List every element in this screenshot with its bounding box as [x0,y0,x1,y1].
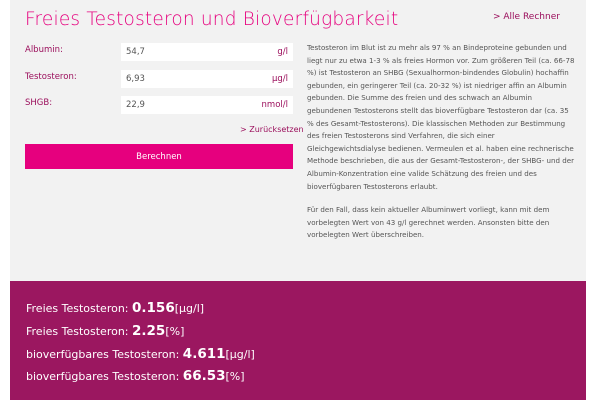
testosterone-label: Testosteron: [25,72,77,82]
shgb-value[interactable]: 22,9 [126,100,145,110]
albumin-row: Albumin: 54,7 g/l [25,43,293,61]
page-title: Freies Testosteron und Bioverfügbarkeit [25,9,399,30]
result-label: bioverfügbares Testosteron: [26,348,183,361]
result-unit: [μg/l] [174,302,205,315]
shgb-label: SHGB: [25,98,53,108]
albumin-value[interactable]: 54,7 [126,47,145,57]
result-value: 2.25 [132,323,166,339]
testosterone-row: Testosteron: 6,93 μg/l [25,70,293,88]
result-free-testosterone-abs: Freies Testosteron: 0.156[μg/l] [26,300,204,316]
result-unit: [%] [165,325,185,338]
result-value: 0.156 [132,300,175,316]
calculate-button[interactable]: Berechnen [25,144,293,169]
description-paragraph-1: Testosteron im Blut ist zu mehr als 97 %… [307,43,575,191]
result-bioavailable-testosterone-abs: bioverfügbares Testosteron: 4.611[μg/l] [26,346,255,362]
albumin-input[interactable]: 54,7 g/l [121,43,293,61]
result-value: 4.611 [182,346,226,362]
testosterone-value[interactable]: 6,93 [126,74,145,84]
calculator-panel [10,0,586,281]
results-panel: Freies Testosteron: 0.156[μg/l] Freies T… [10,281,586,400]
albumin-unit: g/l [277,47,288,57]
testosterone-input[interactable]: 6,93 μg/l [121,70,293,88]
result-bioavailable-testosterone-pct: bioverfügbares Testosteron: 66.53[%] [26,368,245,384]
result-label: bioverfügbares Testosteron: [26,370,183,383]
result-unit: [%] [225,370,245,383]
shgb-row: SHGB: 22,9 nmol/l [25,96,293,114]
description-text: Testosteron im Blut ist zu mehr als 97 %… [307,42,575,253]
shgb-unit: nmol/l [261,100,288,110]
all-calculators-link[interactable]: > Alle Rechner [493,12,560,22]
albumin-label: Albumin: [25,45,63,55]
result-value: 66.53 [182,368,226,384]
reset-link[interactable]: > Zurücksetzen [240,125,304,134]
description-paragraph-2: Für den Fall, dass kein aktueller Albumi… [307,205,550,240]
result-unit: [μg/l] [225,348,255,361]
testosterone-unit: μg/l [271,74,288,84]
shgb-input[interactable]: 22,9 nmol/l [121,96,293,114]
result-label: Freies Testosteron: [26,302,133,315]
result-free-testosterone-pct: Freies Testosteron: 2.25[%] [26,323,184,339]
result-label: Freies Testosteron: [26,325,133,338]
